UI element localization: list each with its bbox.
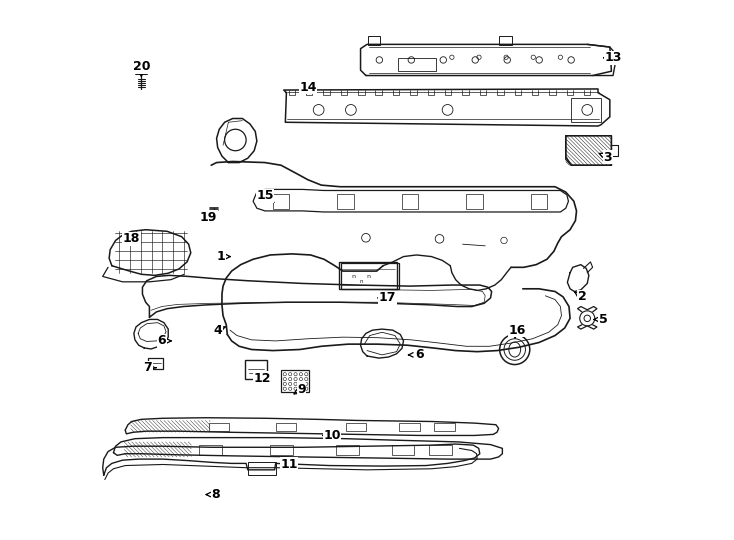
- Text: 12: 12: [253, 372, 271, 385]
- Text: 18: 18: [123, 232, 140, 245]
- Text: 7: 7: [143, 361, 152, 374]
- Text: n: n: [360, 279, 363, 285]
- Text: 11: 11: [280, 458, 298, 471]
- Text: 4: 4: [214, 323, 222, 336]
- Bar: [336, 445, 359, 455]
- Text: 6: 6: [415, 348, 424, 361]
- Text: 14: 14: [299, 81, 316, 94]
- Bar: [339, 262, 397, 289]
- Bar: [531, 194, 547, 209]
- Text: 10: 10: [324, 429, 341, 442]
- Bar: [368, 36, 380, 45]
- Bar: [341, 263, 399, 289]
- Text: 20: 20: [133, 60, 150, 73]
- Text: 19: 19: [200, 211, 217, 224]
- Bar: [338, 194, 354, 209]
- Bar: [148, 357, 163, 369]
- Bar: [200, 445, 222, 455]
- Bar: [571, 98, 600, 122]
- Bar: [434, 423, 454, 431]
- Text: 9: 9: [297, 383, 306, 396]
- Text: 6: 6: [158, 334, 166, 347]
- Text: 17: 17: [379, 292, 396, 305]
- Text: 1: 1: [217, 250, 225, 263]
- Bar: [244, 360, 267, 379]
- Text: n: n: [352, 274, 355, 279]
- Text: n: n: [366, 274, 370, 279]
- Text: 8: 8: [211, 488, 219, 501]
- Bar: [208, 423, 229, 431]
- Bar: [499, 36, 512, 45]
- Bar: [270, 445, 293, 455]
- Bar: [402, 194, 418, 209]
- Bar: [276, 423, 296, 431]
- Text: 16: 16: [509, 323, 526, 336]
- Text: 13: 13: [604, 51, 622, 64]
- Bar: [248, 462, 276, 475]
- Text: 5: 5: [599, 313, 608, 326]
- Bar: [429, 445, 452, 455]
- Bar: [399, 423, 420, 431]
- Bar: [273, 194, 289, 209]
- Bar: [466, 194, 482, 209]
- Bar: [346, 423, 366, 431]
- Text: 15: 15: [256, 190, 274, 202]
- Bar: [392, 445, 414, 455]
- Bar: [281, 370, 309, 393]
- Text: 3: 3: [603, 151, 612, 164]
- Bar: [398, 58, 436, 71]
- Text: 2: 2: [578, 291, 586, 303]
